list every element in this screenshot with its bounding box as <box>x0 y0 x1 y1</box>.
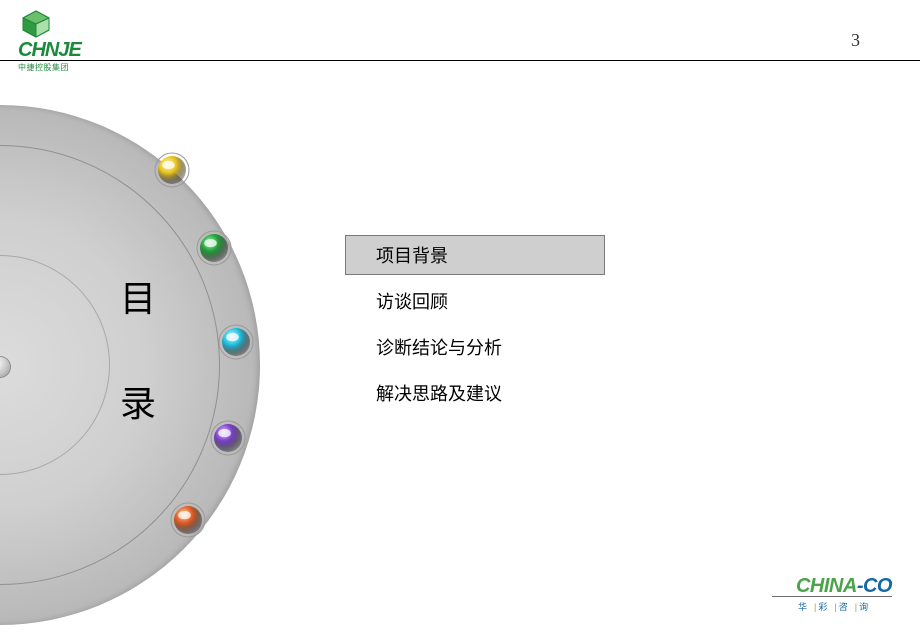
page-number: 3 <box>851 30 860 51</box>
toc-item[interactable]: 访谈回顾 <box>345 281 605 321</box>
footer-logo-text: CHINA-CO <box>796 575 892 598</box>
orbit-node-yellow <box>154 152 190 193</box>
footer-sub-2: 彩 <box>818 602 832 612</box>
toc-item[interactable]: 诊断结论与分析 <box>345 327 605 367</box>
header-rule <box>0 60 920 61</box>
footer-logo-subtext: 华|彩|咨|询 <box>796 600 892 613</box>
orbit-node-purple <box>210 420 246 461</box>
orbit-node-green <box>196 230 232 271</box>
toc-item[interactable]: 项目背景 <box>345 235 605 275</box>
slide-page: CHNJE 中捷控股集团 3 目 录 项目背景访谈回顾诊断结论与分析解决思路及建… <box>0 0 920 637</box>
title-char-1: 目 <box>120 270 156 322</box>
footer-sub-1: 华 <box>798 602 812 612</box>
toc-list: 项目背景访谈回顾诊断结论与分析解决思路及建议 <box>345 235 605 419</box>
cube-icon <box>18 10 54 40</box>
orbit-node-cyan <box>218 324 254 365</box>
footer-sub-4: 询 <box>859 602 873 612</box>
brand-logo-subtext: 中捷控股集团 <box>18 62 88 73</box>
brand-logo-top: CHNJE 中捷控股集团 <box>18 10 88 73</box>
brand-logo-text: CHNJE <box>18 40 88 60</box>
footer-sub-3: 咨 <box>839 602 853 612</box>
title-char-2: 录 <box>120 375 156 427</box>
toc-item[interactable]: 解决思路及建议 <box>345 373 605 413</box>
orbit-node-orange <box>170 502 206 543</box>
brand-logo-footer: CHINA-CO 华|彩|咨|询 <box>796 575 892 613</box>
